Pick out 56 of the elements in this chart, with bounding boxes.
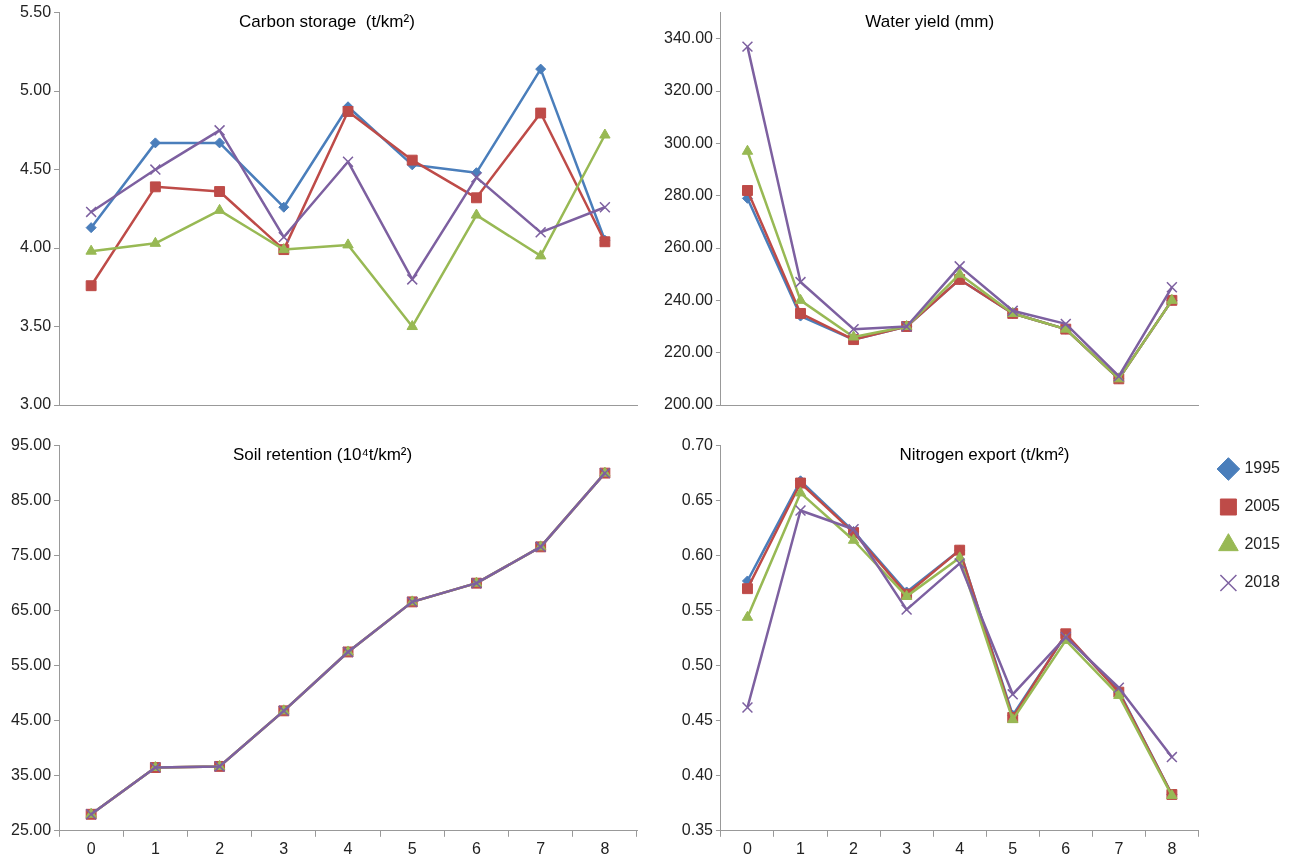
chart-title: Water yield (mm)	[865, 12, 995, 32]
y-tick-label: 0.65	[681, 491, 714, 509]
y-tick-label: 220.00	[664, 343, 714, 361]
y-tick-label: 280.00	[664, 186, 714, 204]
y-tick-label: 0.35	[681, 821, 714, 839]
chart-title: Nitrogen export (t/km²)	[899, 445, 1070, 465]
y-tick-label: 4.50	[19, 159, 52, 177]
y-tick-label: 5.00	[19, 81, 52, 99]
x-tick-label: 6	[1061, 839, 1071, 857]
y-tick-label: 300.00	[664, 133, 714, 151]
x-tick-label: 1	[796, 839, 806, 857]
y-tick-label: 75.00	[10, 546, 52, 564]
y-tick-label: 5.50	[19, 3, 52, 21]
y-tick-label: 45.00	[10, 711, 52, 729]
y-tick-label: 25.00	[10, 821, 52, 839]
x-tick-label: 7	[536, 839, 546, 857]
y-tick-label: 55.00	[10, 656, 52, 674]
y-tick-label: 4.00	[19, 238, 52, 256]
x-tick-label: 5	[1008, 839, 1018, 857]
x-tick-label: 5	[407, 839, 417, 857]
y-tick-label: 200.00	[664, 395, 714, 413]
y-tick-label: 0.60	[681, 546, 714, 564]
y-tick-label: 0.50	[681, 656, 714, 674]
x-tick-label: 4	[343, 839, 353, 857]
x-tick-label: 3	[279, 839, 289, 857]
y-tick-label: 0.55	[681, 601, 714, 619]
x-tick-label: 8	[1167, 839, 1177, 857]
x-tick-label: 0	[86, 839, 96, 857]
x-tick-label: 6	[472, 839, 481, 857]
legend-label: 1995	[1244, 459, 1281, 477]
y-tick-label: 340.00	[664, 29, 714, 47]
chart-title: Carbon storage (t/km²)	[239, 12, 415, 32]
x-tick-label: 2	[215, 839, 225, 857]
y-tick-label: 3.00	[19, 395, 52, 413]
x-tick-label: 1	[150, 839, 160, 857]
y-tick-label: 3.50	[19, 316, 52, 334]
x-tick-label: 2	[849, 839, 859, 857]
x-tick-label: 7	[1114, 839, 1124, 857]
y-tick-label: 320.00	[664, 81, 714, 99]
y-tick-label: 260.00	[664, 238, 714, 256]
legend-label: 2005	[1244, 497, 1281, 515]
x-tick-label: 4	[955, 839, 965, 857]
y-tick-label: 0.70	[681, 436, 714, 454]
y-tick-label: 240.00	[664, 290, 714, 308]
x-tick-label: 0	[743, 839, 753, 857]
x-tick-label: 3	[902, 839, 912, 857]
y-tick-label: 95.00	[10, 436, 52, 454]
y-tick-label: 65.00	[10, 601, 52, 619]
legend-label: 2015	[1244, 535, 1281, 553]
chart-title: Soil retention (10⁴t/km²)	[232, 445, 413, 465]
x-tick-label: 8	[600, 839, 610, 857]
legend-label: 2018	[1244, 573, 1281, 591]
y-tick-label: 35.00	[10, 766, 52, 784]
y-tick-label: 85.00	[10, 491, 52, 509]
y-tick-label: 0.45	[681, 711, 714, 729]
y-tick-label: 0.40	[681, 766, 714, 784]
